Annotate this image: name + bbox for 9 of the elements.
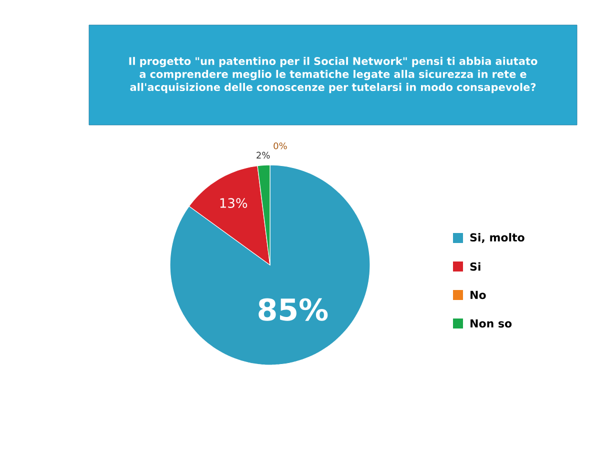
legend-label: Si, molto [470,233,524,243]
text: 0% [274,142,287,150]
legend-label: Si [470,262,480,271]
chart-title: Il progetto "un patentino per il Social Network" pensi ti abbia aiutato a comprendere meglio le tematiche legate alla sicurezza in rete e all'acquisizione delle conoscenze per tutelarsi in modo consapevole? [129,56,538,94]
legend-label: Non so [470,319,512,328]
data-label: 2% [256,152,270,159]
legend-label: No [470,290,486,300]
data-label: 13% [220,198,248,208]
data-label: 85% [258,298,328,321]
